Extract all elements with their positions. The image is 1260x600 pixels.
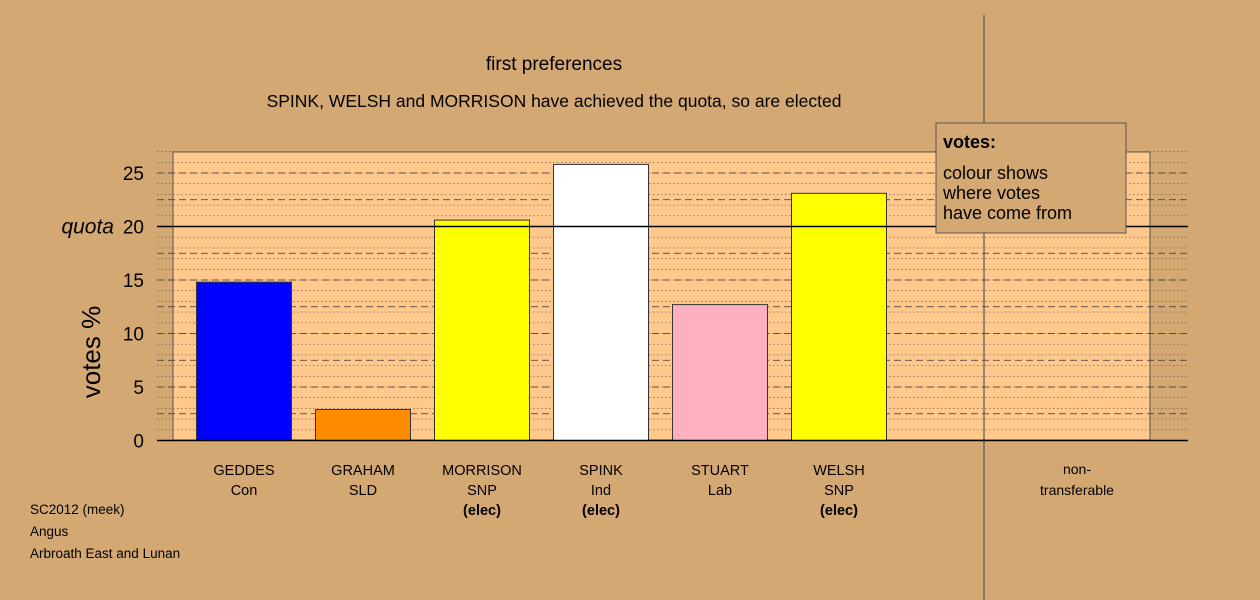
x-label-party: Con <box>231 483 258 499</box>
bar-morrison <box>434 219 530 441</box>
x-label-party: SNP <box>467 483 497 499</box>
x-label-party: Ind <box>591 483 611 499</box>
legend-line-3: have come from <box>943 203 1072 223</box>
x-label-name: GEDDES <box>213 463 274 479</box>
x-label-status: (elec) <box>463 503 501 519</box>
x-label-nontransferable-2: transferable <box>1040 482 1114 498</box>
y-tick-label: 5 <box>133 378 144 399</box>
x-label-party: Lab <box>708 483 732 499</box>
y-tick-label: 0 <box>133 432 144 453</box>
x-label-name: GRAHAM <box>331 463 395 479</box>
y-tick-label: 15 <box>123 271 144 292</box>
bar-geddes <box>196 281 292 442</box>
x-label-name: SPINK <box>579 463 623 479</box>
x-label-status: (elec) <box>582 503 620 519</box>
bar-spink <box>553 163 649 441</box>
x-label-party: SLD <box>349 483 377 499</box>
legend-line-2: where votes <box>942 183 1040 203</box>
legend-box <box>935 122 1127 234</box>
legend-title: votes: <box>943 132 996 152</box>
x-label-name: WELSH <box>813 463 865 479</box>
y-ticks: 0 5 10 15 20 25 <box>123 164 144 453</box>
x-label-name: MORRISON <box>442 463 522 479</box>
x-label-nontransferable-1: non- <box>1063 461 1091 477</box>
y-tick-label: 20 <box>123 218 144 239</box>
legend-line-1: colour shows <box>943 163 1048 183</box>
bar-welsh <box>791 192 887 441</box>
y-axis-label: votes % <box>76 306 106 399</box>
bar-stuart <box>672 304 768 441</box>
chart-subtitle: SPINK, WELSH and MORRISON have achieved … <box>267 91 842 111</box>
footer-line-1: SC2012 (meek) <box>30 502 125 517</box>
y-tick-label: 25 <box>123 164 144 185</box>
x-labels: GEDDES Con GRAHAM SLD MORRISON SNP (elec) SPINK… <box>213 461 1114 519</box>
legend: votes: colour shows where votes have com… <box>935 122 1127 234</box>
x-label-name: STUART <box>691 463 749 479</box>
y-tick-label: 10 <box>123 325 144 346</box>
quota-label: quota <box>61 216 114 239</box>
x-label-status: (elec) <box>820 503 858 519</box>
x-label-party: SNP <box>824 483 854 499</box>
footer-line-2: Angus <box>30 524 69 539</box>
bar-graham <box>315 408 411 442</box>
bars <box>196 163 1124 442</box>
chart-title: first preferences <box>486 54 622 75</box>
footer-line-3: Arbroath East and Lunan <box>30 546 180 561</box>
